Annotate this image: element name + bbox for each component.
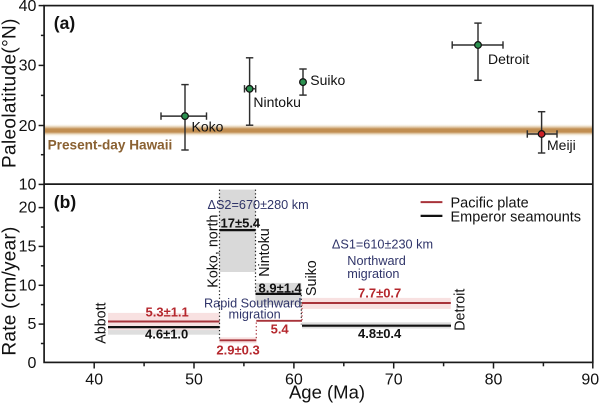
svg-text:Emperor seamounts: Emperor seamounts	[451, 210, 582, 226]
svg-text:Meiji: Meiji	[547, 137, 576, 153]
svg-text:Age (Ma): Age (Ma)	[289, 382, 365, 403]
svg-text:70: 70	[385, 371, 403, 388]
svg-text:90: 90	[581, 371, 599, 388]
svg-text:Paleolatitude(°N): Paleolatitude(°N)	[0, 18, 20, 168]
svg-text:Koko: Koko	[192, 119, 224, 135]
svg-text:10: 10	[19, 277, 37, 294]
svg-text:50: 50	[185, 371, 203, 388]
svg-text:ΔS2=670±280 km: ΔS2=670±280 km	[208, 198, 309, 212]
svg-text:Koko, north: Koko, north	[205, 215, 221, 288]
svg-text:4.6±1.0: 4.6±1.0	[145, 326, 188, 341]
svg-text:Suiko: Suiko	[304, 260, 320, 296]
svg-text:Northward: Northward	[347, 254, 406, 268]
svg-text:Present-day Hawaii: Present-day Hawaii	[48, 138, 173, 153]
svg-text:Detroit: Detroit	[453, 289, 469, 331]
svg-text:40: 40	[85, 371, 103, 388]
svg-text:Rate (cm/year): Rate (cm/year)	[0, 226, 20, 355]
svg-text:(b): (b)	[54, 192, 76, 212]
svg-text:5: 5	[27, 316, 36, 333]
svg-text:5.3±1.1: 5.3±1.1	[146, 305, 189, 320]
svg-text:80: 80	[485, 371, 503, 388]
svg-text:40: 40	[19, 0, 37, 15]
svg-text:17±5.4: 17±5.4	[221, 215, 261, 230]
svg-text:30: 30	[19, 58, 37, 75]
svg-text:0: 0	[27, 355, 36, 372]
svg-text:ΔS1=610±230 km: ΔS1=610±230 km	[332, 238, 433, 252]
svg-text:Rapid Southward: Rapid Southward	[204, 296, 301, 310]
svg-text:migration: migration	[229, 308, 281, 322]
svg-text:Pacific plate: Pacific plate	[451, 196, 529, 212]
svg-text:Abbott: Abbott	[93, 302, 109, 343]
svg-text:5.4: 5.4	[271, 322, 290, 337]
svg-text:Detroit: Detroit	[488, 51, 529, 67]
svg-text:8.9±1.4: 8.9±1.4	[259, 281, 303, 296]
svg-text:60: 60	[285, 371, 303, 388]
svg-text:20: 20	[19, 118, 37, 135]
svg-text:migration: migration	[347, 267, 399, 281]
svg-text:Suiko: Suiko	[310, 72, 345, 88]
svg-text:4.8±0.4: 4.8±0.4	[358, 326, 402, 341]
svg-text:Nintoku: Nintoku	[257, 228, 273, 276]
svg-text:(a): (a)	[54, 13, 75, 33]
svg-text:15: 15	[19, 238, 37, 255]
svg-text:10: 10	[19, 176, 37, 193]
svg-text:2.9±0.3: 2.9±0.3	[216, 342, 259, 357]
svg-text:Nintoku: Nintoku	[253, 94, 300, 110]
svg-text:20: 20	[19, 200, 37, 217]
svg-text:7.7±0.7: 7.7±0.7	[358, 286, 401, 301]
